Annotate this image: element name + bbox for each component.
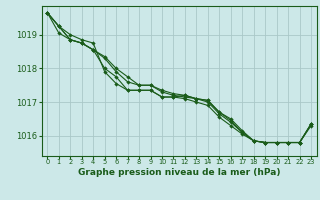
X-axis label: Graphe pression niveau de la mer (hPa): Graphe pression niveau de la mer (hPa) — [78, 168, 280, 177]
